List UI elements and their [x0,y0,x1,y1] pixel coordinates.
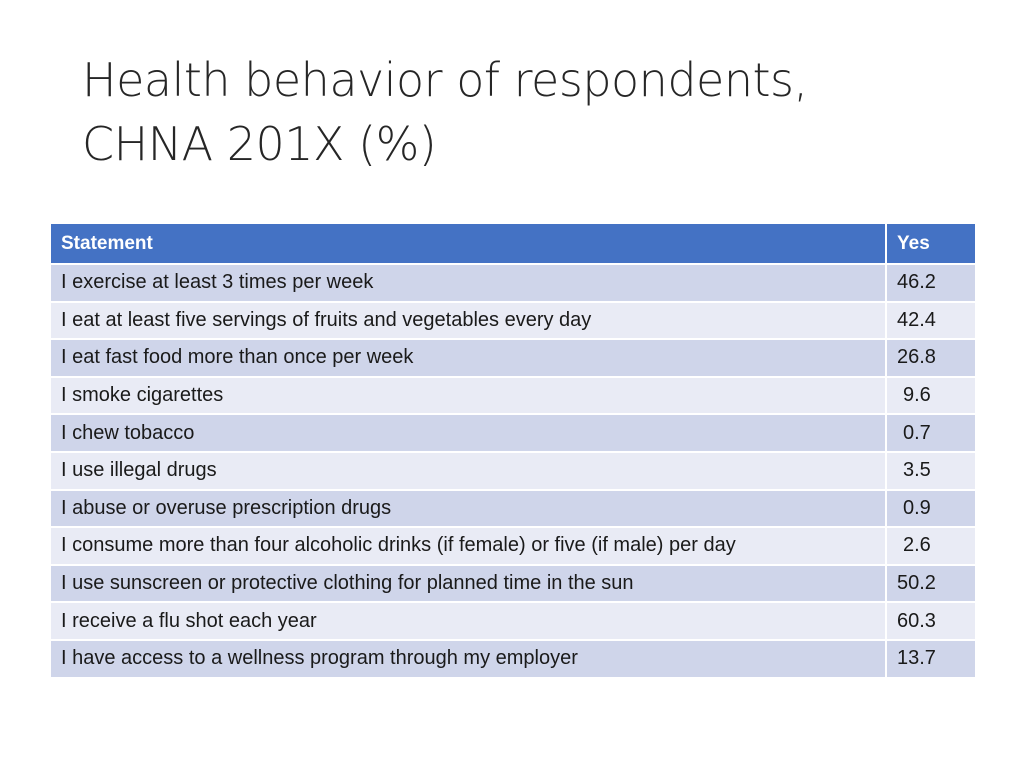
yes-value-cell: 26.8 [885,338,977,378]
yes-value-cell: 3.5 [885,450,977,491]
table-row: I chew tobacco 0.7 [49,413,977,453]
statement-cell: I abuse or overuse prescription drugs [49,488,887,529]
yes-value-cell: 9.6 [885,375,977,416]
statement-cell: I eat fast food more than once per week [49,338,887,378]
yes-value-cell: 50.2 [885,563,977,604]
statement-cell: I smoke cigarettes [49,375,887,416]
column-header-statement: Statement [49,222,887,265]
yes-value-cell: 60.3 [885,601,977,641]
table-row: I receive a flu shot each year 60.3 [49,601,977,641]
yes-value-cell: 13.7 [885,638,977,679]
statement-cell: I have access to a wellness program thro… [49,638,887,679]
column-header-yes: Yes [885,222,977,265]
slide-title: Health behavior of respondents, CHNA 201… [82,48,982,176]
table-row: I smoke cigarettes 9.6 [49,375,977,416]
table-row: I have access to a wellness program thro… [49,638,977,679]
slide-title-line-1: Health behavior of respondents, [82,53,808,107]
yes-value-cell: 0.9 [885,488,977,529]
statement-cell: I exercise at least 3 times per week [49,263,887,303]
table-row: I eat fast food more than once per week … [49,338,977,378]
yes-value-cell: 2.6 [885,526,977,566]
statement-cell: I consume more than four alcoholic drink… [49,526,887,566]
slide-title-line-2: CHNA 201X (%) [82,117,437,171]
statement-cell: I use sunscreen or protective clothing f… [49,563,887,604]
yes-value-cell: 42.4 [885,300,977,341]
table-row: I exercise at least 3 times per week 46.… [49,263,977,303]
yes-value-cell: 0.7 [885,413,977,453]
table-row: I consume more than four alcoholic drink… [49,526,977,566]
statement-cell: I chew tobacco [49,413,887,453]
statement-cell: I use illegal drugs [49,450,887,491]
table-row: I abuse or overuse prescription drugs 0.… [49,488,977,529]
statement-cell: I eat at least five servings of fruits a… [49,300,887,341]
table-row: I use illegal drugs 3.5 [49,450,977,491]
table-row: I eat at least five servings of fruits a… [49,300,977,341]
table-header-row: Statement Yes [49,222,977,265]
statement-cell: I receive a flu shot each year [49,601,887,641]
yes-value-cell: 46.2 [885,263,977,303]
health-behavior-table: Statement Yes I exercise at least 3 time… [49,222,977,679]
table-row: I use sunscreen or protective clothing f… [49,563,977,604]
